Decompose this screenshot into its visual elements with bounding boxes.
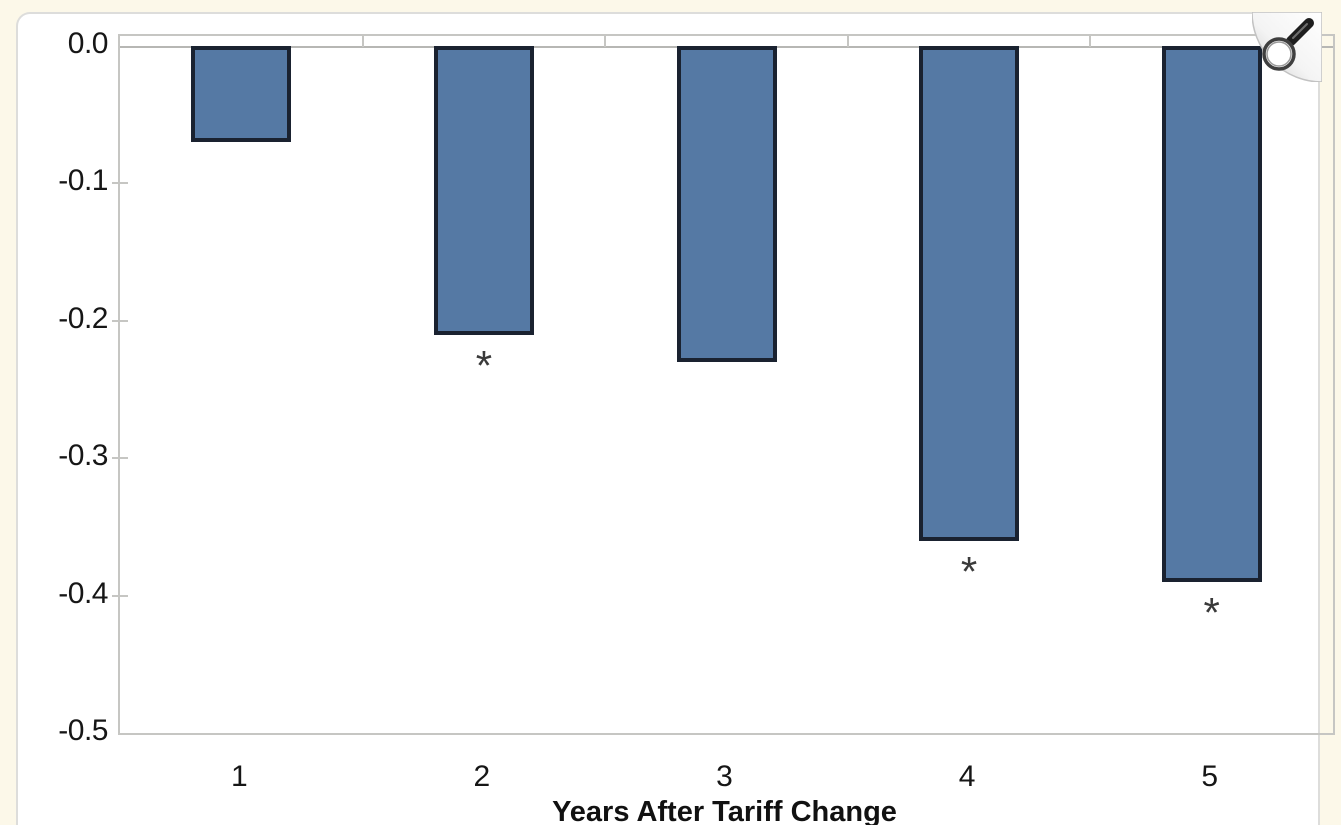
- y-axis-label: -0.4: [58, 576, 108, 610]
- bar-year-1: [191, 46, 292, 143]
- y-axis-label: 0.0: [67, 27, 109, 60]
- bar-year-4: [919, 46, 1020, 541]
- y-axis-label: -0.5: [58, 714, 108, 747]
- magnifier-icon: [1251, 11, 1323, 83]
- y-axis-label: -0.1: [58, 164, 108, 198]
- plot-area: * * *: [112, 34, 1335, 735]
- zoom-button[interactable]: [1251, 11, 1323, 83]
- y-axis-tick: [112, 457, 128, 460]
- x-axis-boundary-tick: [604, 36, 607, 47]
- x-axis-boundary-tick: [846, 36, 849, 47]
- y-axis-label: -0.2: [58, 301, 108, 335]
- bar-year-5: [1161, 46, 1262, 582]
- x-axis-label: 2: [473, 760, 491, 793]
- x-axis-label: 4: [958, 760, 976, 793]
- x-axis-label: 5: [1201, 760, 1219, 793]
- x-axis-boundary-tick: [1089, 36, 1092, 47]
- y-axis-tick: [112, 594, 128, 597]
- y-axis-tick: [112, 182, 128, 185]
- y-axis-tick: [112, 319, 128, 322]
- bar-year-2: [433, 46, 534, 335]
- x-axis-label: 3: [716, 760, 733, 793]
- significance-asterisk: *: [960, 547, 978, 595]
- x-axis-label: 1: [230, 760, 248, 793]
- significance-asterisk: *: [475, 341, 493, 389]
- x-axis-title: Years After Tariff Change: [552, 796, 897, 825]
- bar-year-3: [676, 46, 777, 363]
- x-axis-boundary-tick: [361, 36, 364, 47]
- significance-asterisk: *: [1203, 588, 1220, 636]
- y-axis-label: -0.3: [58, 439, 108, 473]
- chart-card: * * * 0.0 -0.1 -0.2 -0.3 -0.4 -0.5 1 2 3 4 5 Years …: [16, 12, 1335, 825]
